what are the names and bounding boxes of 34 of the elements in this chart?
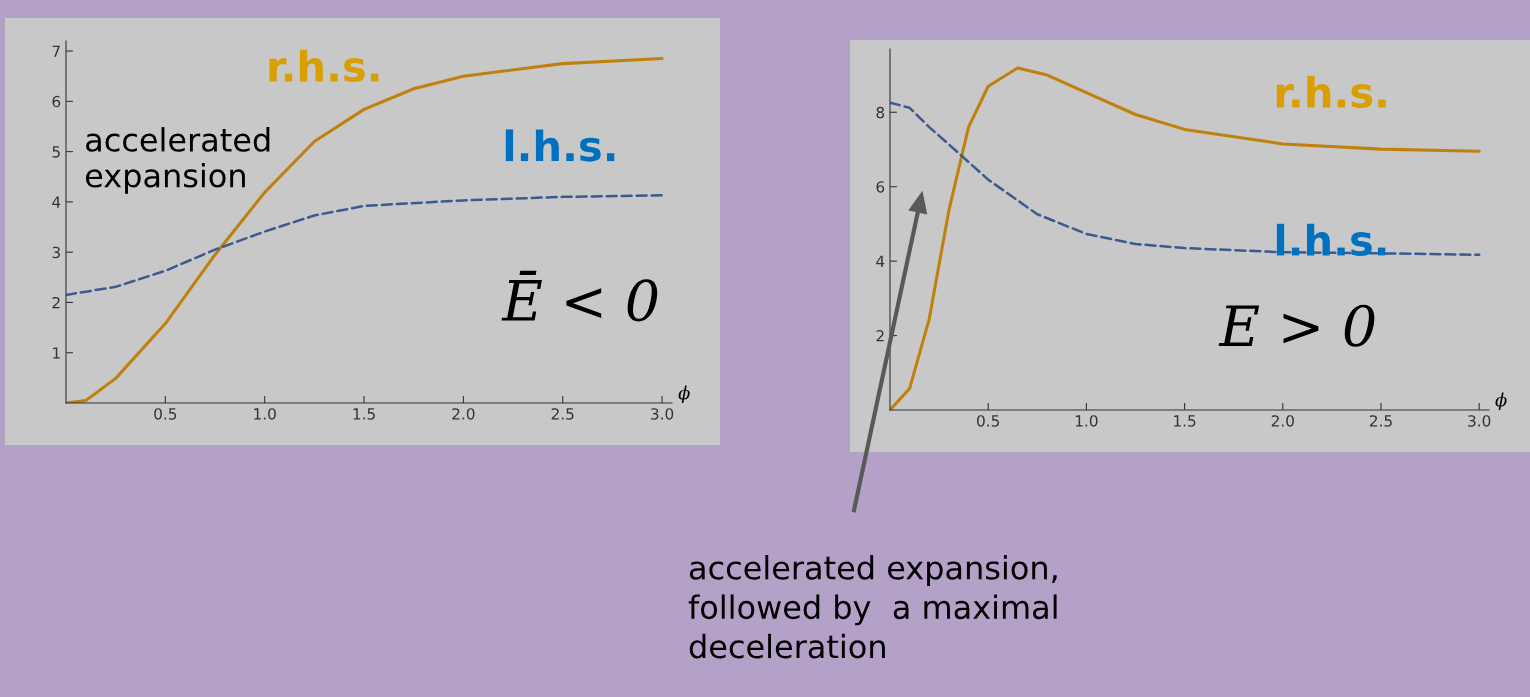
series-label: r.h.s. <box>269 49 379 83</box>
annotation: accelerated expansion <box>85 127 270 194</box>
x-tick-label: 0.5 <box>977 415 1000 427</box>
y-tick-label: 4 <box>52 196 61 208</box>
y-tick-label: 5 <box>52 146 60 158</box>
annotation: Ē < 0 <box>501 270 658 322</box>
y-tick-label: 2 <box>876 330 884 342</box>
x-tick-label: 1.0 <box>1075 415 1098 427</box>
x-tick-label: 3.0 <box>651 408 674 420</box>
x-tick-label: 2.0 <box>452 408 475 420</box>
y-tick-label: 2 <box>52 296 60 309</box>
y-tick-label: 1 <box>53 347 60 359</box>
annotation: E > 0 <box>1218 304 1375 347</box>
series-label: l.h.s. <box>1276 223 1386 257</box>
y-tick-label: 7 <box>52 45 60 57</box>
x-tick-label: 1.0 <box>254 408 276 420</box>
x-axis-title: ϕ <box>1495 392 1507 410</box>
y-tick-label: 6 <box>52 95 61 108</box>
x-tick-label: 2.5 <box>551 408 574 420</box>
x-tick-label: 1.5 <box>1174 415 1196 427</box>
series-label: l.h.s. <box>505 129 615 162</box>
x-tick-label: 2.5 <box>1369 415 1392 427</box>
y-tick-label: 3 <box>52 246 60 259</box>
x-tick-label: 0.5 <box>154 408 177 420</box>
y-tick-label: 4 <box>876 255 885 267</box>
line-series <box>890 66 1481 410</box>
x-tick-label: 2.0 <box>1271 415 1294 427</box>
x-axis-title: ϕ <box>678 385 690 403</box>
y-tick-label: 6 <box>876 181 885 193</box>
y-tick-label: 8 <box>876 106 885 119</box>
x-tick-label: 1.5 <box>353 408 375 420</box>
text: accelerated expansion, followed by a maximal deceleration <box>688 555 1057 659</box>
series-label: r.h.s. <box>1276 75 1386 109</box>
x-tick-label: 3.0 <box>1468 415 1491 427</box>
